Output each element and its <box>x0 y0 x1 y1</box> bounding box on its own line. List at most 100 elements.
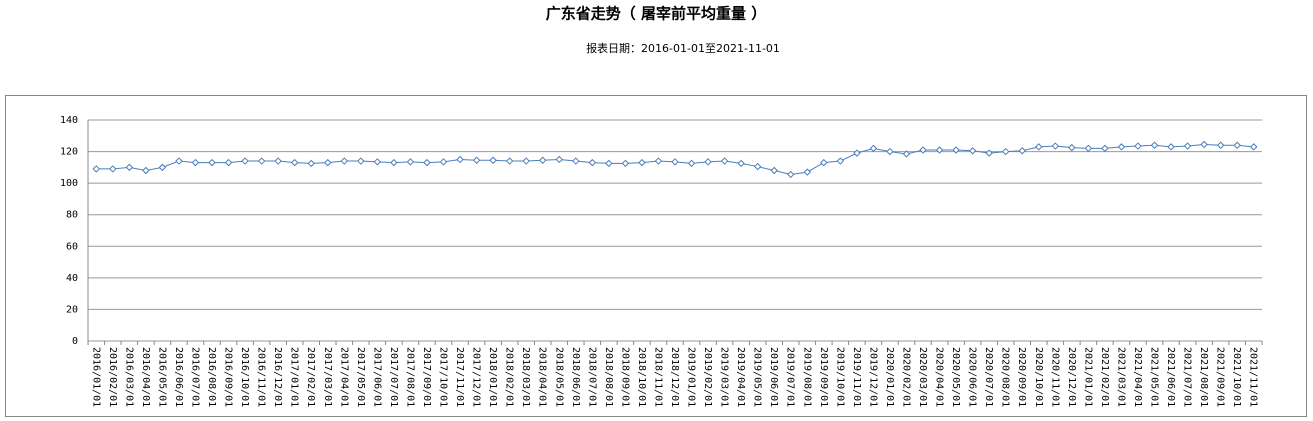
x-tick-label: 2018/11/01 <box>652 347 663 407</box>
chart-subtitle: 报表日期：2016-01-01至2021-11-01 <box>586 41 780 55</box>
x-tick-label: 2020/06/01 <box>967 347 978 407</box>
point <box>1084 144 1093 153</box>
point <box>1001 147 1010 156</box>
point <box>224 158 233 167</box>
point <box>357 157 365 165</box>
point <box>671 158 679 166</box>
x-tick-label: 2019/08/01 <box>801 347 812 407</box>
x-tick-label: 2017/12/01 <box>471 347 482 407</box>
chart-frame <box>5 95 1307 417</box>
x-tick-label: 2018/02/01 <box>504 347 515 407</box>
point <box>853 149 861 157</box>
point <box>935 146 944 154</box>
point <box>505 157 514 165</box>
x-tick-label: 2019/03/01 <box>719 347 730 407</box>
point <box>1167 143 1175 151</box>
x-tick-label: 2020/02/01 <box>900 347 911 407</box>
x-tick-label: 2019/06/01 <box>768 347 779 407</box>
x-tick-label: 2020/05/01 <box>950 347 961 407</box>
x-tick-label: 2018/04/01 <box>537 347 548 407</box>
x-tick-label: 2018/03/01 <box>520 347 531 407</box>
x-tick-label: 2016/08/01 <box>206 347 217 407</box>
x-tick-label: 2018/10/01 <box>636 347 647 407</box>
x-tick-label: 2020/03/01 <box>917 347 928 407</box>
x-tick-label: 2016/09/01 <box>223 347 234 407</box>
x-tick-label: 2019/01/01 <box>686 347 697 407</box>
x-tick-label: 2016/04/01 <box>140 347 151 407</box>
point <box>373 158 382 166</box>
x-tick-label: 2018/07/01 <box>586 347 597 407</box>
x-tick-label: 2020/07/01 <box>983 347 994 407</box>
point <box>985 149 993 157</box>
x-tick-label: 2021/05/01 <box>1149 347 1160 407</box>
chart-title: 广东省走势（ 屠宰前平均重量 ） <box>546 5 766 23</box>
x-tick-label: 2019/07/01 <box>785 347 796 407</box>
x-tick-label: 2020/11/01 <box>1049 347 1060 407</box>
point <box>423 158 431 167</box>
x-tick-label: 2018/09/01 <box>619 347 630 407</box>
y-tick-label: 20 <box>66 304 78 315</box>
point <box>1134 142 1142 150</box>
x-tick-label: 2017/11/01 <box>454 347 465 407</box>
x-tick-label: 2018/01/01 <box>487 347 498 407</box>
point <box>787 170 795 179</box>
point <box>968 147 977 155</box>
point <box>638 158 646 167</box>
point <box>720 157 729 165</box>
point <box>92 165 100 173</box>
point <box>1150 141 1159 149</box>
x-tick-label: 2021/04/01 <box>1132 347 1143 407</box>
point <box>902 150 911 158</box>
point <box>290 158 299 167</box>
point <box>142 166 150 175</box>
point <box>191 158 200 167</box>
point <box>803 168 811 176</box>
x-tick-label: 2016/06/01 <box>173 347 184 407</box>
point <box>621 159 630 168</box>
x-tick-label: 2016/03/01 <box>123 347 134 407</box>
point <box>1183 142 1192 150</box>
x-tick-label: 2017/06/01 <box>371 347 382 407</box>
point <box>125 163 134 172</box>
x-tick-label: 2016/07/01 <box>189 347 200 407</box>
point <box>1216 141 1225 149</box>
point <box>572 157 580 165</box>
point <box>390 158 398 167</box>
point <box>324 158 332 167</box>
x-tick-label: 2016/12/01 <box>272 347 283 407</box>
point <box>704 158 712 166</box>
point <box>489 156 497 164</box>
point <box>952 146 960 154</box>
x-tick-label: 2018/08/01 <box>603 347 614 407</box>
point <box>1018 147 1026 155</box>
point <box>919 146 927 154</box>
y-tick-label: 140 <box>60 115 78 126</box>
x-tick-label: 2020/01/01 <box>884 347 895 407</box>
x-tick-label: 2019/10/01 <box>834 347 845 407</box>
x-tick-label: 2021/02/01 <box>1099 347 1110 407</box>
y-tick-label: 100 <box>60 178 78 189</box>
point <box>1068 143 1076 152</box>
point <box>175 157 183 165</box>
x-tick-label: 2018/05/01 <box>553 347 564 407</box>
x-tick-label: 2020/10/01 <box>1033 347 1044 407</box>
x-tick-label: 2021/01/01 <box>1082 347 1093 407</box>
y-tick-label: 120 <box>60 147 78 158</box>
point <box>869 144 878 153</box>
x-tick-label: 2021/09/01 <box>1215 347 1226 407</box>
point <box>274 157 282 165</box>
point <box>770 166 778 175</box>
point <box>753 162 762 171</box>
point <box>340 157 349 165</box>
x-tick-label: 2021/08/01 <box>1198 347 1209 407</box>
x-tick-label: 2019/05/01 <box>752 347 763 407</box>
x-tick-label: 2017/07/01 <box>388 347 399 407</box>
x-tick-label: 2020/09/01 <box>1016 347 1027 407</box>
point <box>257 157 266 165</box>
y-tick-label: 60 <box>66 241 78 252</box>
point <box>539 156 547 164</box>
point <box>158 163 167 172</box>
point <box>605 159 613 168</box>
x-tick-label: 2017/01/01 <box>289 347 300 407</box>
x-tick-label: 2021/11/01 <box>1248 347 1259 407</box>
